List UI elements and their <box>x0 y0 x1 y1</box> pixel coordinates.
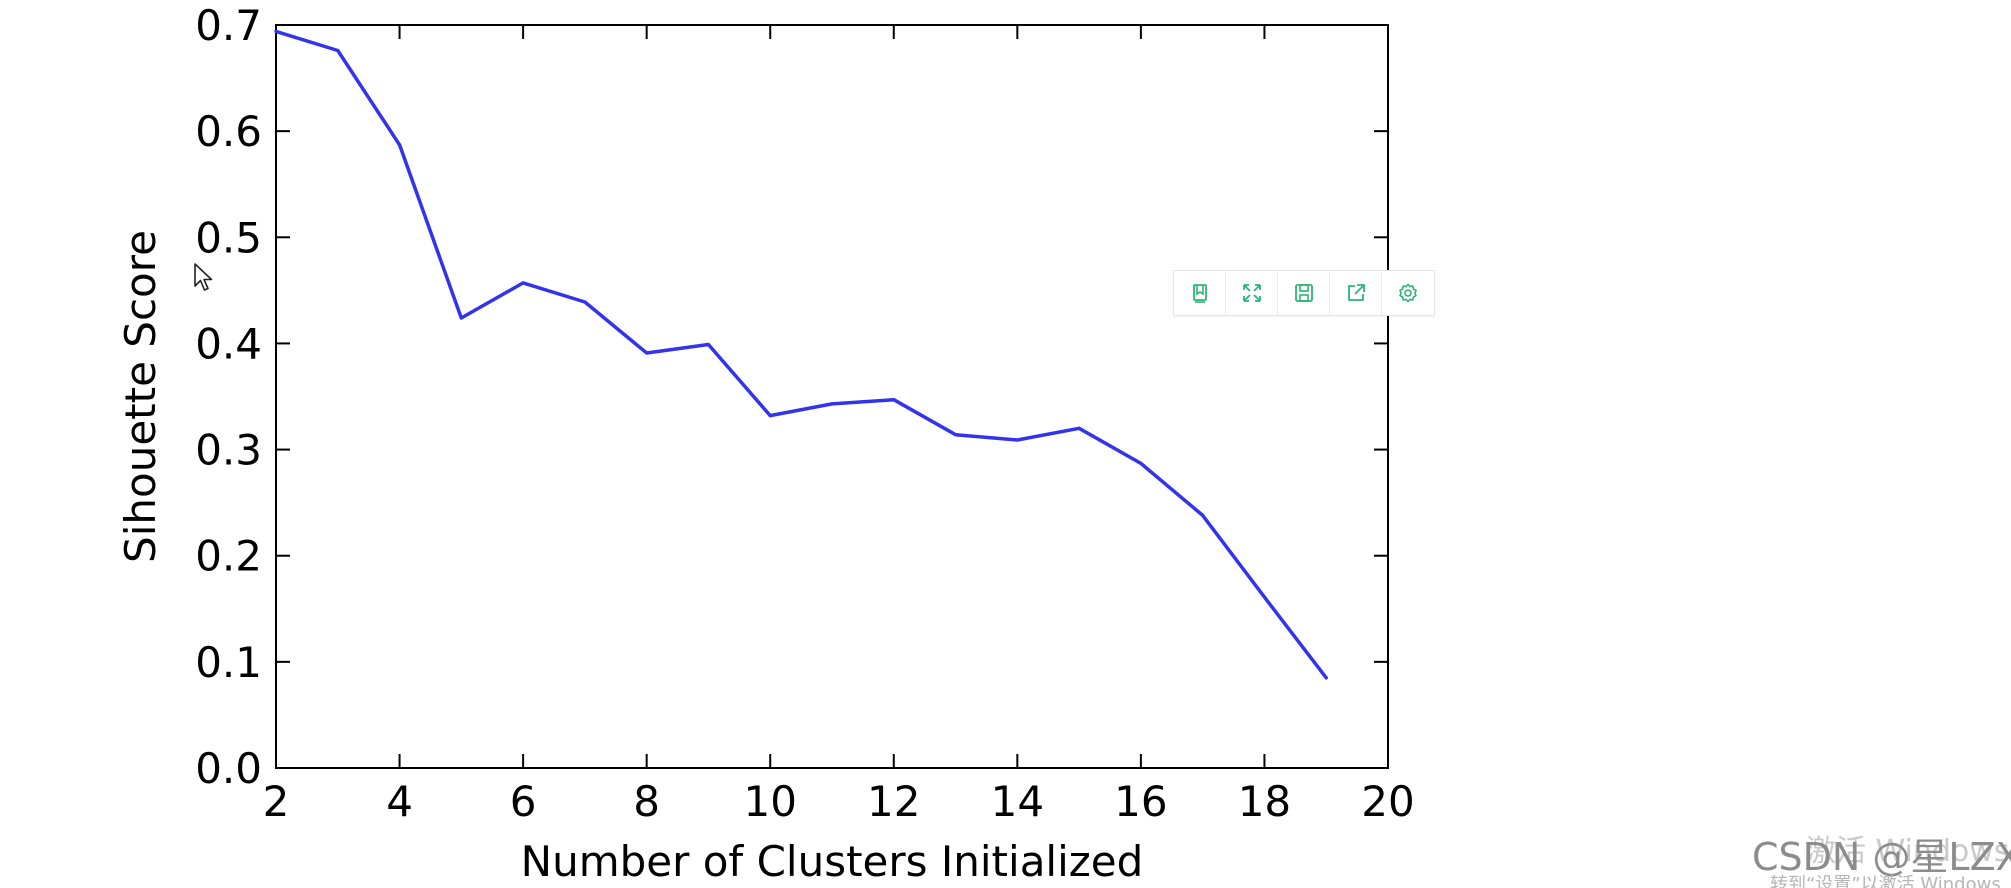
x-tick-label: 2 <box>263 777 290 826</box>
x-tick-label: 8 <box>633 777 660 826</box>
x-axis-ticks: 2 4 6 8 10 12 14 16 18 20 <box>263 25 1415 826</box>
y-axis-ticks: 0.0 0.1 0.2 0.3 0.4 0.5 0.6 0.7 <box>195 1 1388 793</box>
plot-area-frame <box>275 24 1389 769</box>
windows-activation-overlay: 激活 Windows <box>1806 834 2010 869</box>
share-icon <box>1347 284 1365 301</box>
fullscreen-button[interactable] <box>1226 271 1278 315</box>
silhouette-score-line <box>274 29 1328 680</box>
x-tick-label: 10 <box>743 777 796 826</box>
fullscreen-icon <box>1242 284 1261 302</box>
x-tick-label: 14 <box>991 777 1044 826</box>
y-tick-label: 0.2 <box>195 532 262 581</box>
y-tick-label: 0.1 <box>195 638 262 687</box>
bookmark-button[interactable] <box>1174 271 1226 315</box>
x-axis-title: Number of Clusters Initialized <box>521 837 1144 886</box>
chart-toolbar <box>1173 270 1435 316</box>
x-tick-label: 12 <box>867 777 920 826</box>
save-icon <box>1294 284 1313 302</box>
y-tick-label: 0.6 <box>195 107 262 156</box>
x-tick-label: 18 <box>1238 777 1291 826</box>
y-tick-label: 0.5 <box>195 213 262 262</box>
share-button[interactable] <box>1330 271 1382 315</box>
x-tick-label: 6 <box>510 777 537 826</box>
x-tick-label: 16 <box>1114 777 1167 826</box>
windows-activation-subtext: 转到“设置”以激活 Windows <box>1770 874 2001 888</box>
y-tick-label: 0.7 <box>195 1 262 50</box>
x-tick-label: 4 <box>386 777 413 826</box>
x-tick-label: 20 <box>1361 777 1414 826</box>
plot-frame <box>275 24 1389 769</box>
csdn-watermark: CSDN @星LZX <box>1752 835 2011 879</box>
save-button[interactable] <box>1278 271 1330 315</box>
bookmark-icon <box>1192 284 1207 303</box>
y-tick-label: 0.3 <box>195 426 262 475</box>
y-tick-label: 0.4 <box>195 319 262 368</box>
settings-button[interactable] <box>1382 271 1434 315</box>
y-tick-label: 0.0 <box>195 744 262 793</box>
settings-icon <box>1399 283 1417 303</box>
y-axis-title: Sihouette Score <box>116 230 165 563</box>
series-layer <box>274 29 1328 680</box>
mouse-cursor-icon <box>194 263 213 291</box>
